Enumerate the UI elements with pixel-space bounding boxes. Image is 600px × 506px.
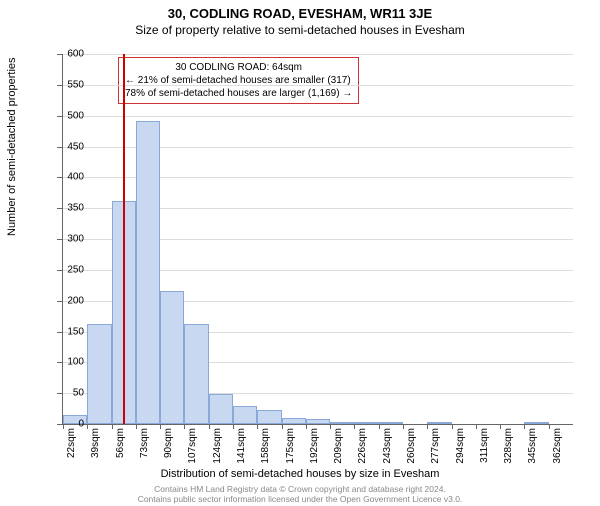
grid-line [63,54,573,55]
x-tick [209,424,210,429]
x-tick [184,424,185,429]
x-tick [452,424,453,429]
x-tick [500,424,501,429]
x-tick-label: 124sqm [212,428,223,472]
x-tick [549,424,550,429]
x-tick [282,424,283,429]
x-tick-label: 56sqm [115,428,126,472]
x-tick-label: 22sqm [66,428,77,472]
histogram-bar [354,422,378,424]
info-line-1: 30 CODLING ROAD: 64sqm [125,61,352,74]
histogram-bar [233,406,257,425]
x-tick-label: 73sqm [139,428,150,472]
x-tick [403,424,404,429]
footer-line-2: Contains public sector information licen… [0,494,600,504]
x-tick [354,424,355,429]
x-tick-label: 294sqm [455,428,466,472]
x-tick [160,424,161,429]
y-tick-label: 350 [44,203,84,214]
grid-line [63,85,573,86]
x-tick-label: 107sqm [187,428,198,472]
chart-title: 30, CODLING ROAD, EVESHAM, WR11 3JE [0,6,600,21]
histogram-bar [282,418,306,424]
x-tick-label: 175sqm [285,428,296,472]
x-tick-label: 209sqm [333,428,344,472]
histogram-bar [184,324,208,424]
histogram-bar [136,121,160,424]
x-tick [379,424,380,429]
grid-line [63,116,573,117]
histogram-bar [306,419,330,424]
x-tick [136,424,137,429]
y-tick-label: 600 [44,49,84,60]
y-tick-label: 450 [44,141,84,152]
x-tick [233,424,234,429]
y-tick-label: 0 [44,419,84,430]
x-tick-label: 243sqm [382,428,393,472]
x-tick-label: 345sqm [527,428,538,472]
histogram-bar [524,422,548,424]
y-tick-label: 400 [44,172,84,183]
y-tick-label: 500 [44,110,84,121]
x-tick [87,424,88,429]
info-box: 30 CODLING ROAD: 64sqm ← 21% of semi-det… [118,57,359,104]
x-tick-label: 328sqm [503,428,514,472]
y-axis-title: Number of semi-detached properties [6,57,18,236]
x-tick-label: 141sqm [236,428,247,472]
y-tick-label: 150 [44,326,84,337]
marker-line [123,54,125,424]
x-tick-label: 158sqm [260,428,271,472]
x-tick-label: 90sqm [163,428,174,472]
x-tick-label: 226sqm [357,428,368,472]
x-tick [330,424,331,429]
histogram-bar [209,394,233,424]
x-tick-label: 260sqm [406,428,417,472]
y-tick-label: 200 [44,295,84,306]
y-tick-label: 250 [44,264,84,275]
histogram-bar [160,291,184,424]
histogram-bar [330,422,354,424]
x-tick [524,424,525,429]
y-tick-label: 100 [44,357,84,368]
x-tick-label: 311sqm [479,428,490,472]
x-tick [476,424,477,429]
x-tick [112,424,113,429]
x-tick-label: 192sqm [309,428,320,472]
histogram-bar [379,422,403,424]
footer-line-1: Contains HM Land Registry data © Crown c… [0,484,600,494]
histogram-bar [257,410,281,424]
histogram-bar [427,422,451,424]
y-tick-label: 300 [44,234,84,245]
x-tick-label: 39sqm [90,428,101,472]
x-tick [427,424,428,429]
x-tick [257,424,258,429]
y-tick-label: 50 [44,388,84,399]
x-tick-label: 362sqm [552,428,563,472]
footer-attribution: Contains HM Land Registry data © Crown c… [0,484,600,504]
chart-plot-area: 30 CODLING ROAD: 64sqm ← 21% of semi-det… [62,54,573,425]
x-tick [306,424,307,429]
chart-subtitle: Size of property relative to semi-detach… [0,23,600,37]
x-tick-label: 277sqm [430,428,441,472]
info-line-3: 78% of semi-detached houses are larger (… [125,87,352,100]
y-tick-label: 550 [44,79,84,90]
histogram-bar [87,324,111,424]
